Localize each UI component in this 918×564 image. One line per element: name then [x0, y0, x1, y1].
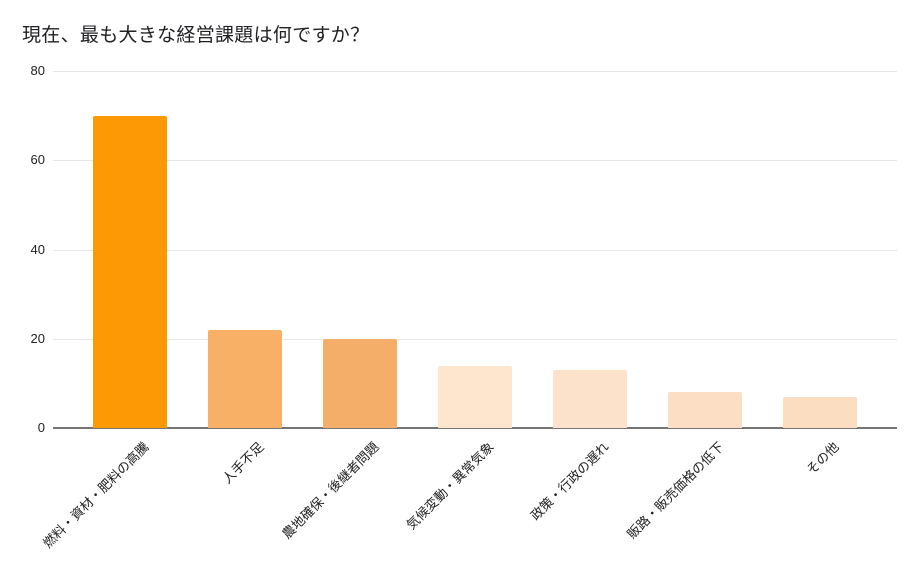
bar: [782, 396, 857, 428]
gridline: [53, 160, 897, 162]
x-axis-category-label: 燃料・資材・肥料の高騰: [40, 439, 153, 551]
gridline: [53, 71, 897, 72]
x-axis-category-label: 販路・販売価格の低下: [623, 439, 727, 542]
x-axis-line: [53, 427, 897, 429]
bar: [438, 365, 512, 428]
bar: [208, 329, 283, 428]
y-axis-tick-label: 20: [30, 330, 45, 346]
gridline: [53, 249, 897, 251]
x-axis-category-label: 人手不足: [219, 439, 268, 487]
x-axis-category-label: 気候変動・異常気象: [403, 439, 497, 533]
gridline: [53, 338, 897, 340]
y-axis-tick-label: 60: [30, 152, 45, 168]
bar: [323, 338, 398, 428]
y-axis-tick-label: 0: [37, 420, 45, 435]
y-axis-tick-label: 40: [30, 241, 45, 257]
bar: [93, 115, 168, 428]
x-axis-category-label: 政策・行政の遅れ: [527, 439, 612, 524]
x-axis-category-label: 農地確保・後継者問題: [279, 439, 382, 542]
chart-title: 現在、最も大きな経営課題は何ですか？: [22, 25, 370, 46]
bar: [552, 369, 627, 428]
bar: [667, 392, 742, 428]
y-axis-tick-label: 80: [30, 63, 45, 78]
x-axis-category-label: その他: [803, 439, 842, 478]
